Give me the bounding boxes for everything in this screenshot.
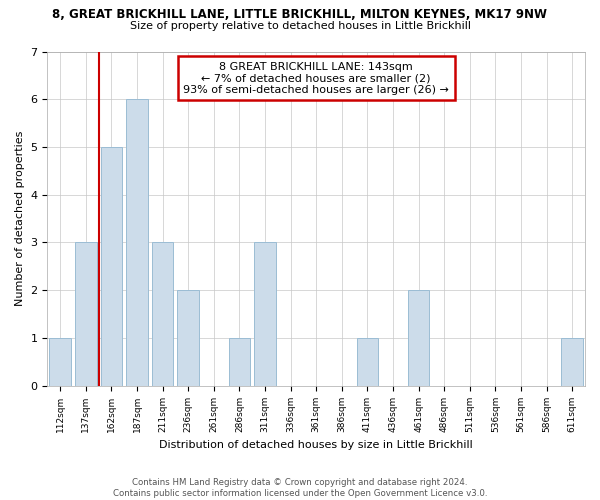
Text: 8 GREAT BRICKHILL LANE: 143sqm
← 7% of detached houses are smaller (2)
93% of se: 8 GREAT BRICKHILL LANE: 143sqm ← 7% of d… (183, 62, 449, 94)
Text: 8, GREAT BRICKHILL LANE, LITTLE BRICKHILL, MILTON KEYNES, MK17 9NW: 8, GREAT BRICKHILL LANE, LITTLE BRICKHIL… (53, 8, 548, 20)
Bar (75, 242, 97, 386)
Bar (49, 338, 71, 386)
Bar (254, 242, 276, 386)
Bar (229, 338, 250, 386)
Y-axis label: Number of detached properties: Number of detached properties (15, 131, 25, 306)
Bar (356, 338, 378, 386)
Bar (126, 99, 148, 386)
Bar (152, 242, 173, 386)
Bar (562, 338, 583, 386)
Text: Size of property relative to detached houses in Little Brickhill: Size of property relative to detached ho… (130, 21, 470, 31)
Bar (178, 290, 199, 386)
Text: Contains HM Land Registry data © Crown copyright and database right 2024.
Contai: Contains HM Land Registry data © Crown c… (113, 478, 487, 498)
X-axis label: Distribution of detached houses by size in Little Brickhill: Distribution of detached houses by size … (160, 440, 473, 450)
Bar (408, 290, 430, 386)
Bar (101, 147, 122, 386)
